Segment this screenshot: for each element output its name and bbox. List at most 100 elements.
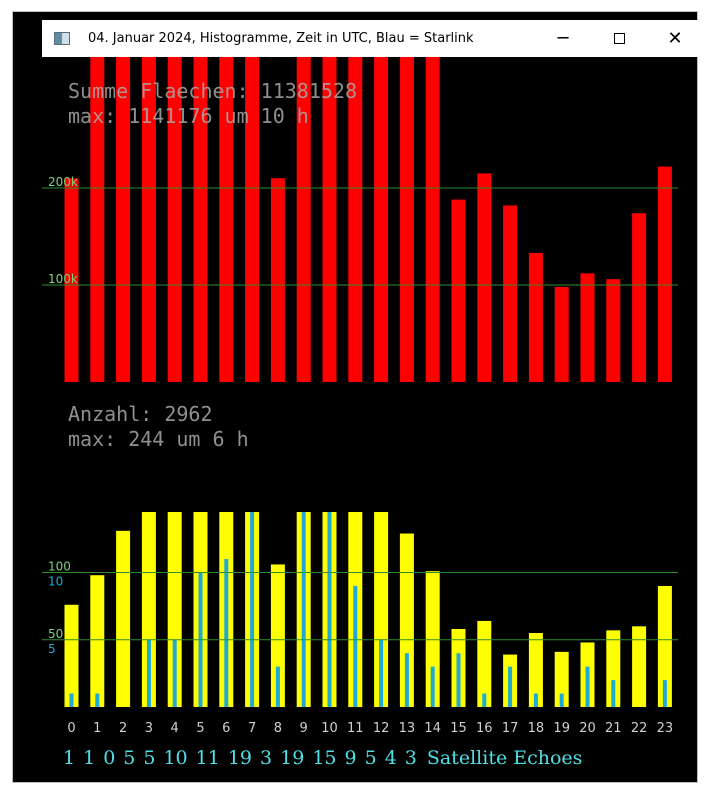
echo-count-3: 5 (123, 747, 136, 769)
x-tick-label-6: 6 (222, 721, 230, 736)
starlink-bar-13 (404, 653, 409, 707)
starlink-bar-12 (379, 639, 384, 707)
starlink-bar-19 (559, 693, 564, 707)
echo-count-9: 19 (280, 747, 305, 769)
area-bar-18 (528, 252, 543, 382)
x-tick-label-16: 16 (476, 721, 493, 736)
count-bar-12 (374, 512, 389, 707)
window-title: 04. Januar 2024, Histogramme, Zeit in UT… (88, 31, 474, 46)
x-tick-label-23: 23 (657, 721, 674, 736)
echo-count-12: 5 (364, 747, 377, 769)
area-bar-21 (606, 279, 621, 382)
x-tick-label-19: 19 (553, 721, 570, 736)
area-bar-23 (657, 166, 672, 382)
starlink-bar-0 (69, 693, 74, 707)
area-bar-9 (296, 57, 311, 382)
echo-count-13: 4 (384, 747, 397, 769)
x-tick-label-10: 10 (321, 721, 338, 736)
area-bar-11 (348, 57, 363, 382)
echo-count-7: 19 (227, 747, 253, 769)
x-tick-label-17: 17 (502, 721, 519, 736)
echo-label: Satellite Echoes (426, 747, 583, 769)
maximize-icon (613, 33, 625, 44)
starlink-bar-4 (172, 639, 177, 707)
echo-count-11: 9 (344, 747, 357, 769)
area-bar-6 (219, 57, 234, 382)
area-grid-label-0: 200k (48, 175, 78, 189)
echo-count-8: 3 (260, 747, 273, 769)
area-bar-13 (399, 57, 414, 382)
starlink-grid-label-1: 5 (48, 642, 56, 656)
area-bar-19 (554, 286, 569, 382)
x-tick-label-13: 13 (399, 721, 416, 736)
echo-count-0: 1 (63, 747, 76, 769)
maximize-button[interactable] (591, 20, 647, 57)
count-bar-13 (399, 533, 414, 707)
starlink-bar-14 (430, 666, 435, 707)
histogram-canvas: 200k 100k 100 5 0 10 5 Summe Flaechen: 11381528… (42, 57, 678, 736)
count-bar-2 (116, 530, 131, 707)
count-grid-label-0: 100 (48, 560, 71, 574)
area-bar-17 (503, 205, 518, 382)
count-bar-0 (64, 604, 79, 707)
starlink-bar-20 (585, 666, 590, 707)
satellite-echo-row: 1 1 0 5 5 10 11 19 3 19 15 9 5 4 3 Satellite Echoes (63, 747, 582, 775)
area-bar-8 (270, 178, 285, 382)
title-bar[interactable]: 04. Januar 2024, Histogramme, Zeit in UT… (42, 20, 703, 57)
starlink-grid-label-0: 10 (48, 575, 63, 589)
count-bar-18 (528, 633, 543, 707)
x-tick-label-11: 11 (347, 721, 364, 736)
area-bar-7 (245, 57, 260, 382)
area-bar-12 (374, 57, 389, 382)
close-button[interactable]: ✕ (647, 20, 703, 57)
starlink-bar-9 (301, 512, 306, 707)
area-bar-4 (167, 57, 182, 382)
x-tick-label-14: 14 (424, 721, 441, 736)
x-tick-label-21: 21 (605, 721, 622, 736)
starlink-bar-21 (611, 680, 616, 707)
count-bar-22 (632, 626, 647, 707)
area-bar-1 (90, 57, 105, 382)
x-tick-label-18: 18 (528, 721, 545, 736)
area-bar-20 (580, 273, 595, 382)
count-max-annotation: max: 244 um 6 h (68, 427, 249, 451)
starlink-bar-17 (508, 666, 513, 707)
starlink-bar-6 (224, 559, 229, 707)
x-tick-label-5: 5 (196, 721, 204, 736)
echo-count-2: 0 (103, 747, 116, 769)
x-tick-label-8: 8 (274, 721, 282, 736)
count-bar-21 (606, 630, 621, 707)
area-sum-annotation: Summe Flaechen: 11381528 (68, 79, 357, 103)
count-bar-3 (141, 512, 156, 707)
x-tick-label-20: 20 (579, 721, 596, 736)
x-tick-label-1: 1 (93, 721, 101, 736)
x-tick-label-3: 3 (145, 721, 153, 736)
x-tick-label-0: 0 (67, 721, 75, 736)
count-bar-4 (167, 512, 182, 707)
x-tick-label-12: 12 (373, 721, 390, 736)
count-bar-19 (554, 651, 569, 707)
area-bar-22 (632, 213, 647, 382)
starlink-bar-18 (533, 693, 538, 707)
x-tick-label-9: 9 (300, 721, 308, 736)
app-icon (54, 32, 70, 45)
starlink-bar-10 (327, 512, 332, 707)
minimize-button[interactable]: ─ (535, 20, 591, 57)
echo-count-1: 1 (83, 747, 96, 769)
starlink-bar-23 (662, 680, 667, 707)
area-bar-3 (141, 57, 156, 382)
echo-count-14: 3 (404, 747, 417, 769)
echo-count-5: 10 (163, 747, 188, 769)
count-bar-8 (270, 564, 285, 707)
x-tick-label-4: 4 (171, 721, 179, 736)
minimize-icon: ─ (557, 28, 569, 49)
starlink-bar-16 (482, 693, 487, 707)
close-icon: ✕ (667, 28, 683, 49)
area-grid-label-1: 100k (48, 272, 78, 286)
area-bar-10 (322, 57, 337, 382)
echo-count-10: 15 (312, 747, 337, 769)
area-bar-14 (425, 57, 440, 382)
x-tick-label-15: 15 (450, 721, 467, 736)
echo-count-4: 5 (143, 747, 156, 769)
x-tick-label-22: 22 (631, 721, 648, 736)
